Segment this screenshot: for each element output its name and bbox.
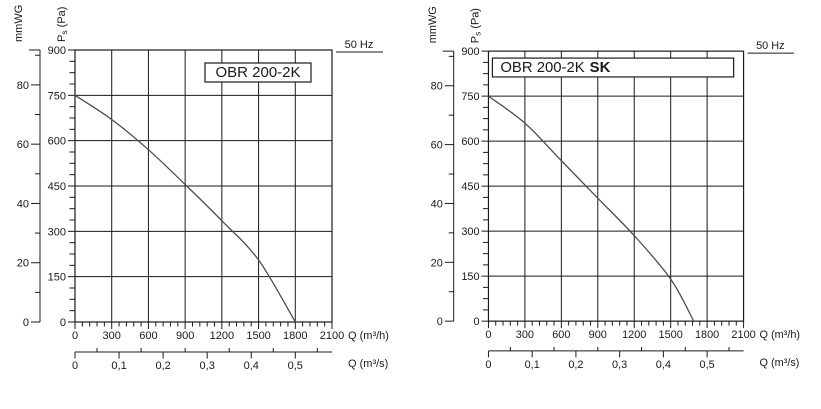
mmwg-tick-label: 0	[437, 316, 443, 328]
m3s-tick-label: 0,3	[612, 359, 627, 371]
y-axis-pa: 0 150 300 450 600 750 900	[461, 46, 489, 328]
performance-curve	[488, 95, 695, 322]
m3h-tick-label: 0	[72, 330, 78, 342]
mmwg-tick-label: 80	[17, 80, 29, 92]
m3s-tick-label: 0,1	[525, 359, 540, 371]
m3h-tick-label: 300	[103, 330, 121, 342]
pa-tick-label: 900	[461, 46, 479, 58]
m3h-tick-label: 1500	[246, 330, 270, 342]
pa-tick-label: 900	[48, 45, 66, 57]
m3s-tick-label: 0,4	[656, 359, 671, 371]
y-axis-mmwg: 0 20 40 60 80	[17, 49, 41, 329]
pa-tick-label: 600	[461, 136, 479, 148]
y-axis-pa: 0 150 300 450 600 750 900	[48, 45, 75, 329]
performance-curve	[74, 94, 296, 323]
pa-tick-label: 0	[473, 316, 479, 328]
pressure-flow-chart: 0 150 300 450 600 750 900 Ps (Pa) 0 20 40 60 80 mmWG 0…	[13, 5, 389, 372]
frequency-label: 50 Hz	[345, 39, 374, 51]
m3h-tick-label: 600	[552, 329, 570, 341]
m3h-axis-title: Q (m³/h)	[348, 330, 389, 342]
m3h-tick-label: 1500	[659, 329, 683, 341]
m3s-tick-label: 0,5	[700, 359, 715, 371]
pa-axis-title: Ps (Pa)	[56, 7, 69, 42]
m3h-axis-title: Q (m³/h)	[759, 329, 800, 341]
mmwg-tick-label: 20	[17, 258, 29, 270]
y-axis-mmwg: 0 20 40 60 80	[431, 50, 455, 328]
pa-tick-label: 150	[461, 271, 479, 283]
m3h-tick-label: 2100	[320, 330, 344, 342]
x-axis-m3h: 0 300 600 900 1200 1500 1800 2100 Q (m³/h)	[485, 321, 800, 341]
chart-title-box: OBR 200-2K SK	[491, 57, 735, 78]
pa-tick-label: 150	[48, 272, 66, 284]
x-axis-m3h: 0 300 600 900 1200 1500 1800 2100 Q (m³/h)	[72, 322, 389, 342]
m3s-tick-label: 0,1	[111, 360, 126, 372]
mmwg-tick-label: 40	[431, 198, 443, 210]
m3s-tick-label: 0,2	[155, 360, 170, 372]
mmwg-axis-title: mmWG	[13, 5, 25, 42]
pa-tick-label: 750	[48, 90, 66, 102]
m3h-tick-label: 1200	[622, 329, 646, 341]
frequency-annotation: 50 Hz	[336, 39, 383, 53]
m3s-tick-label: 0	[485, 359, 491, 371]
frequency-annotation: 50 Hz	[747, 40, 795, 54]
m3h-tick-label: 1200	[210, 330, 234, 342]
grid-lines	[75, 50, 332, 322]
m3h-tick-label: 0	[485, 329, 491, 341]
m3h-tick-label: 600	[139, 330, 157, 342]
pa-tick-label: 300	[48, 226, 66, 238]
grid-lines	[488, 51, 744, 322]
mmwg-tick-label: 80	[431, 81, 443, 93]
pa-tick-label: 0	[60, 317, 66, 329]
x-axis-m3s: 0 0,1 0,2 0,3 0,4 0,5 Q (m³/s)	[485, 346, 799, 371]
m3s-tick-label: 0,3	[200, 360, 215, 372]
pa-tick-label: 450	[461, 181, 479, 193]
mmwg-tick-label: 0	[23, 317, 29, 329]
chart-title-box: OBR 200-2K	[204, 62, 312, 83]
mmwg-tick-label: 20	[431, 257, 443, 269]
chart-obr-200-2k-sk: 0 150 300 450 600 750 900 Ps (Pa) 0 20 40 60 80 mmWG 0…	[414, 0, 821, 409]
pressure-flow-chart: 0 150 300 450 600 750 900 Ps (Pa) 0 20 40 60 80 mmWG 0…	[427, 6, 800, 371]
m3h-tick-label: 900	[589, 329, 607, 341]
m3h-tick-label: 900	[176, 330, 194, 342]
m3h-tick-label: 2100	[731, 329, 755, 341]
frequency-label: 50 Hz	[756, 40, 785, 52]
pa-tick-label: 600	[48, 136, 66, 148]
x-axis-m3s: 0 0,1 0,2 0,3 0,4 0,5 Q (m³/s)	[72, 348, 388, 372]
m3s-tick-label: 0,5	[288, 360, 303, 372]
mmwg-tick-label: 40	[17, 198, 29, 210]
mmwg-tick-label: 60	[17, 139, 29, 151]
m3h-tick-label: 1800	[695, 329, 719, 341]
m3h-tick-label: 1800	[283, 330, 307, 342]
pa-tick-label: 300	[461, 226, 479, 238]
mmwg-tick-label: 60	[431, 140, 443, 152]
m3s-tick-label: 0,2	[568, 359, 583, 371]
chart-title: OBR 200-2K SK	[500, 60, 610, 76]
mmwg-axis-title: mmWG	[427, 6, 439, 43]
m3s-tick-label: 0,4	[244, 360, 259, 372]
plot-frame	[487, 50, 745, 322]
pa-tick-label: 750	[461, 91, 479, 103]
pa-axis-title: Ps (Pa)	[470, 8, 483, 43]
m3s-tick-label: 0	[72, 360, 78, 372]
pa-tick-label: 450	[48, 181, 66, 193]
m3s-axis-title: Q (m³/s)	[348, 358, 388, 370]
chart-obr-200-2k: 0 150 300 450 600 750 900 Ps (Pa) 0 20 40 60 80 mmWG 0…	[0, 0, 410, 409]
m3s-axis-title: Q (m³/s)	[759, 357, 799, 369]
m3h-tick-label: 300	[516, 329, 534, 341]
chart-title: OBR 200-2K	[215, 64, 300, 81]
